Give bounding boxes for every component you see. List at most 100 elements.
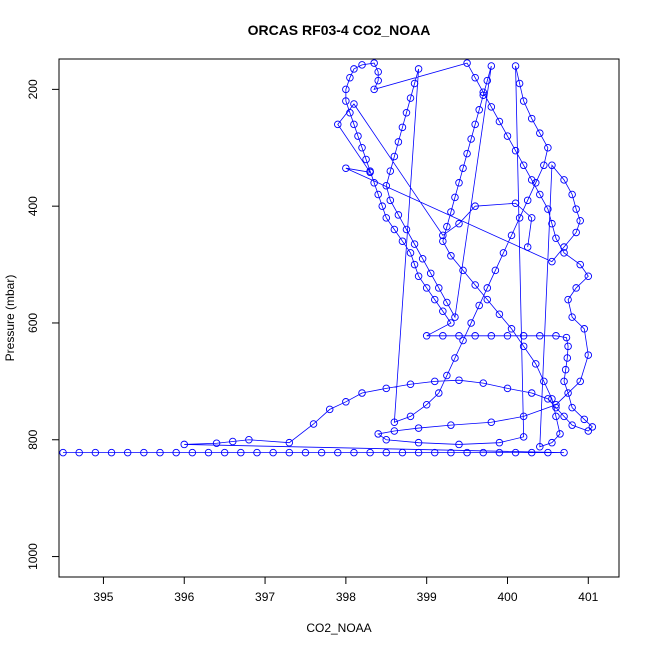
data-point [580, 325, 589, 333]
data-point [398, 237, 407, 245]
data-point [394, 138, 403, 146]
data-point [467, 135, 475, 143]
data-point [378, 202, 386, 210]
data-point [455, 376, 463, 384]
data-point [552, 400, 560, 409]
data-point [75, 448, 83, 457]
data-point [414, 272, 423, 280]
data-point [495, 310, 504, 318]
data-point [414, 448, 423, 457]
data-point [410, 240, 419, 248]
data-point [552, 332, 560, 340]
x-axis-label: CO2_NOAA [306, 621, 371, 635]
y-axis-label: Pressure (mbar) [3, 275, 17, 362]
data-point [495, 448, 504, 457]
data-point [572, 284, 580, 292]
data-point [245, 436, 253, 444]
data-point [467, 319, 475, 327]
data-point [285, 438, 294, 447]
data-point [422, 332, 431, 340]
x-tick-label: 401 [578, 590, 598, 604]
data-point [519, 342, 528, 351]
data-point [334, 448, 342, 457]
data-point [471, 281, 479, 289]
data-point [172, 448, 180, 457]
data-point [390, 418, 399, 426]
data-point [439, 231, 447, 240]
data-point [527, 214, 536, 222]
x-axis: 395 396 397 398 399 400 401 [93, 577, 599, 604]
data-point [548, 219, 556, 228]
data-point [544, 205, 552, 213]
data-point [447, 319, 455, 327]
data-point [471, 120, 479, 129]
data-point [334, 120, 342, 129]
data-point [471, 332, 479, 340]
data-point [495, 117, 504, 126]
data-point [572, 228, 580, 237]
data-point [576, 260, 584, 269]
data-point [499, 249, 508, 257]
data-point [422, 284, 431, 292]
data-point [552, 234, 560, 243]
data-point [487, 62, 496, 70]
data-point [447, 448, 455, 457]
data-layer [59, 59, 597, 457]
data-point [59, 448, 67, 457]
y-tick-label: 1000 [26, 543, 40, 570]
data-point [402, 108, 411, 117]
data-point [402, 225, 411, 234]
data-point [390, 152, 399, 161]
y-tick-label: 200 [26, 79, 40, 99]
data-point [511, 448, 520, 457]
data-point [439, 307, 447, 316]
data-point [576, 217, 584, 225]
data-point [562, 333, 571, 342]
data-point [386, 167, 395, 175]
data-point [342, 97, 350, 105]
data-point [188, 448, 197, 457]
data-point [253, 448, 261, 457]
y-axis: 200 400 600 800 1000 [26, 79, 59, 570]
data-point [406, 94, 415, 102]
data-point [560, 448, 568, 457]
data-point [503, 384, 512, 393]
data-point [443, 371, 451, 380]
data-point [382, 214, 391, 222]
data-point [370, 179, 378, 187]
data-point [390, 225, 399, 234]
data-point [382, 181, 391, 190]
data-point [362, 155, 370, 164]
data-point [443, 298, 451, 307]
data-point [475, 106, 483, 114]
data-point [483, 284, 492, 292]
data-point [503, 332, 512, 340]
x-tick-label: 399 [417, 590, 437, 604]
data-point [471, 202, 479, 210]
data-point [358, 144, 366, 152]
data-point [471, 73, 479, 82]
data-point [544, 144, 552, 152]
data-point [406, 249, 415, 257]
x-tick-label: 398 [336, 590, 356, 604]
data-point [451, 313, 459, 321]
data-point [532, 179, 540, 187]
data-point [212, 439, 221, 448]
data-point [548, 257, 556, 266]
y-tick-label: 600 [26, 313, 40, 333]
data-point [350, 65, 358, 73]
data-point [568, 403, 576, 412]
data-point [431, 377, 439, 386]
data-point [548, 161, 556, 170]
chart-title: ORCAS RF03-4 CO2_NOAA [248, 22, 431, 38]
data-point [536, 190, 544, 199]
data-point [455, 179, 463, 187]
data-point [140, 448, 148, 457]
data-point [382, 436, 391, 444]
data-point [519, 161, 528, 170]
data-point [309, 420, 318, 428]
data-point [398, 448, 407, 457]
data-point [527, 448, 536, 457]
data-point [479, 448, 487, 457]
data-point [431, 295, 439, 304]
